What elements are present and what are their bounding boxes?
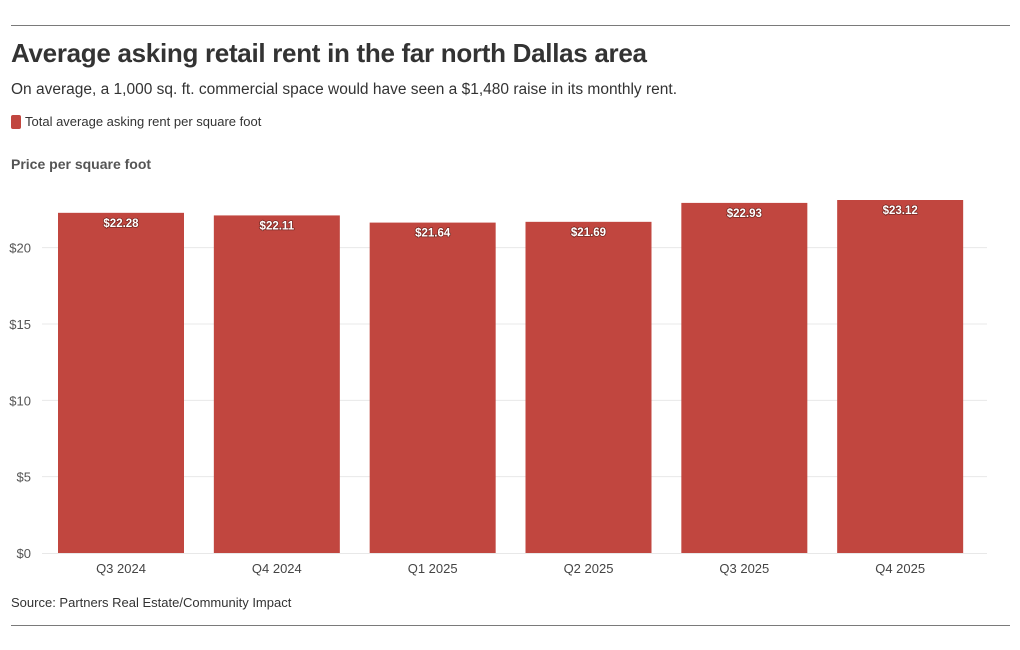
bar — [58, 212, 184, 553]
legend-label: Total average asking rent per square foo… — [25, 114, 262, 129]
top-rule — [11, 25, 1010, 26]
data-label: $21.64 — [415, 228, 451, 240]
x-tick-label: Q2 2025 — [564, 561, 614, 576]
y-tick-label: $0 — [17, 546, 31, 561]
x-tick-label: Q3 2024 — [96, 561, 146, 576]
y-axis-label: Price per square foot — [11, 156, 152, 172]
x-tick-label: Q3 2025 — [719, 561, 769, 576]
y-tick-label: $5 — [17, 470, 31, 485]
data-label: $23.12 — [883, 205, 918, 217]
x-tick-label: Q4 2024 — [252, 561, 302, 576]
legend-swatch — [11, 114, 21, 129]
source-note: Source: Partners Real Estate/Community I… — [11, 595, 292, 610]
bottom-rule — [11, 625, 1010, 626]
data-label: $21.69 — [571, 227, 606, 239]
data-label: $22.28 — [103, 218, 139, 230]
y-tick-label: $10 — [9, 393, 31, 408]
bar — [525, 221, 652, 553]
data-label: $22.93 — [727, 208, 762, 220]
bar — [213, 215, 340, 554]
bar — [837, 200, 964, 553]
y-tick-label: $15 — [9, 317, 31, 332]
chart-title: Average asking retail rent in the far no… — [11, 38, 647, 68]
data-label: $22.11 — [260, 220, 295, 232]
legend: Total average asking rent per square foo… — [11, 114, 261, 129]
chart-subtitle: On average, a 1,000 sq. ft. commercial s… — [11, 81, 678, 98]
bar — [681, 202, 808, 554]
bar — [369, 222, 496, 553]
y-tick-label: $20 — [9, 241, 31, 256]
x-tick-label: Q4 2025 — [875, 561, 925, 576]
x-tick-label: Q1 2025 — [408, 561, 458, 576]
